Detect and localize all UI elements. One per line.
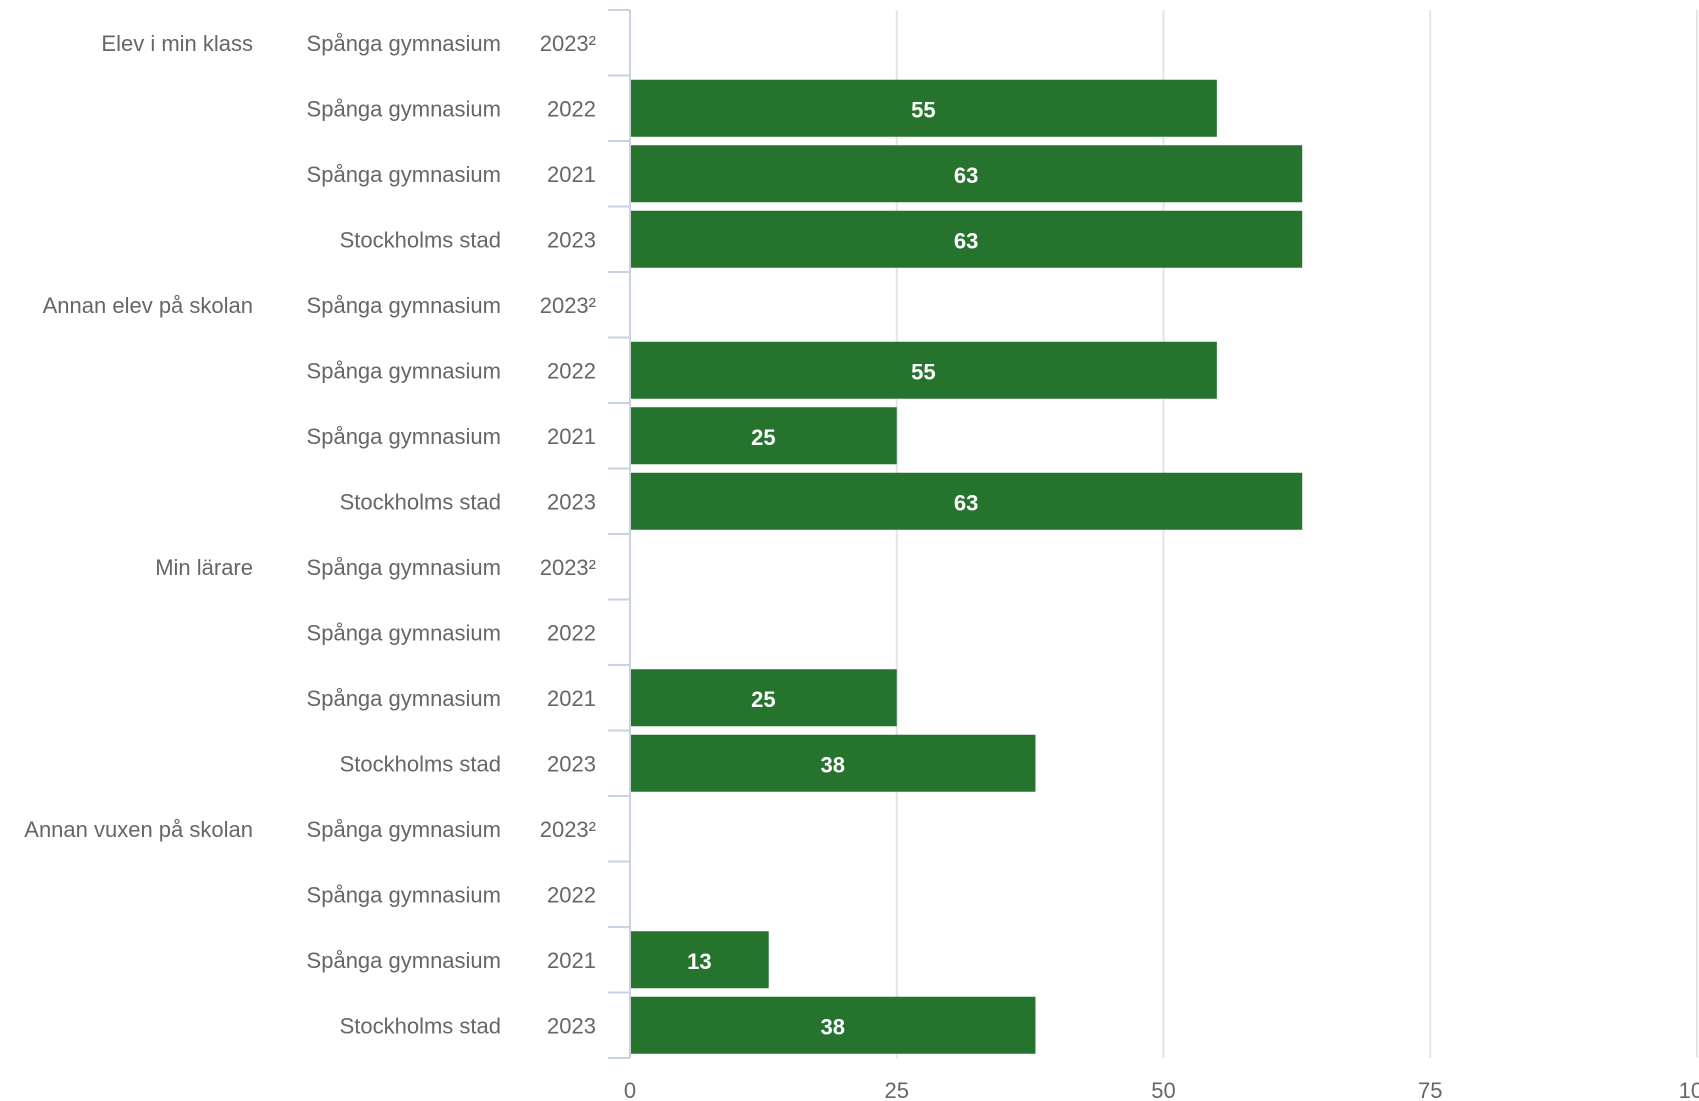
- year-label: 2023: [547, 489, 596, 514]
- series-label: Stockholms stad: [340, 489, 501, 514]
- year-label: 2021: [547, 686, 596, 711]
- bar-value-label: 38: [820, 1014, 844, 1039]
- series-label: Spånga gymnasium: [307, 358, 501, 383]
- series-label: Spånga gymnasium: [307, 31, 501, 56]
- bar: [631, 669, 897, 727]
- series-label: Spånga gymnasium: [307, 96, 501, 121]
- bar: [631, 734, 1036, 792]
- bar-value-label: 55: [911, 359, 935, 384]
- group-label: Annan elev på skolan: [43, 293, 253, 318]
- series-label: Stockholms stad: [340, 227, 501, 252]
- x-tick-label: 50: [1151, 1078, 1175, 1101]
- year-label: 2022: [547, 358, 596, 383]
- group-label: Elev i min klass: [101, 31, 253, 56]
- bar: [631, 341, 1217, 399]
- bar-value-label: 38: [820, 752, 844, 777]
- bar: [631, 407, 897, 465]
- year-label: 2023²: [540, 31, 596, 56]
- bar: [631, 996, 1036, 1054]
- year-label: 2023: [547, 751, 596, 776]
- bar: [631, 472, 1303, 530]
- axis-layer: [608, 9, 631, 1059]
- year-label: 2022: [547, 882, 596, 907]
- bar: [631, 210, 1303, 268]
- x-tick-label: 100: [1679, 1078, 1699, 1101]
- series-label: Stockholms stad: [340, 1013, 501, 1038]
- year-label: 2023²: [540, 817, 596, 842]
- year-label: 2023: [547, 227, 596, 252]
- year-label: 2023: [547, 1013, 596, 1038]
- x-tick-label: 0: [624, 1078, 636, 1101]
- bar: [631, 79, 1217, 137]
- bar-value-label: 25: [751, 687, 775, 712]
- series-label: Spånga gymnasium: [307, 555, 501, 580]
- year-label: 2022: [547, 620, 596, 645]
- series-label: Spånga gymnasium: [307, 948, 501, 973]
- series-label: Spånga gymnasium: [307, 620, 501, 645]
- bar-layer: [631, 79, 1303, 1054]
- year-label: 2023²: [540, 293, 596, 318]
- year-label: 2023²: [540, 555, 596, 580]
- x-tick-label: 75: [1418, 1078, 1442, 1101]
- year-label: 2021: [547, 948, 596, 973]
- series-label: Spånga gymnasium: [307, 424, 501, 449]
- label-layer: 0 25 50 75 100 Elev i min klass Spånga gymnasi…: [24, 31, 1699, 1101]
- x-tick-label: 25: [885, 1078, 909, 1101]
- bar-value-label: 63: [954, 163, 978, 188]
- year-label: 2021: [547, 424, 596, 449]
- series-label: Spånga gymnasium: [307, 293, 501, 318]
- bar-value-label: 25: [751, 425, 775, 450]
- bar: [631, 145, 1303, 203]
- series-label: Spånga gymnasium: [307, 882, 501, 907]
- bar-value-label: 63: [954, 228, 978, 253]
- bar: [631, 931, 769, 989]
- bar-value-label: 55: [911, 97, 935, 122]
- series-label: Stockholms stad: [340, 751, 501, 776]
- year-label: 2022: [547, 96, 596, 121]
- group-label: Annan vuxen på skolan: [24, 817, 253, 842]
- bar-value-label: 13: [687, 949, 711, 974]
- series-label: Spånga gymnasium: [307, 162, 501, 187]
- group-label: Min lärare: [155, 555, 253, 580]
- year-label: 2021: [547, 162, 596, 187]
- series-label: Spånga gymnasium: [307, 817, 501, 842]
- bar-value-label: 63: [954, 490, 978, 515]
- series-label: Spånga gymnasium: [307, 686, 501, 711]
